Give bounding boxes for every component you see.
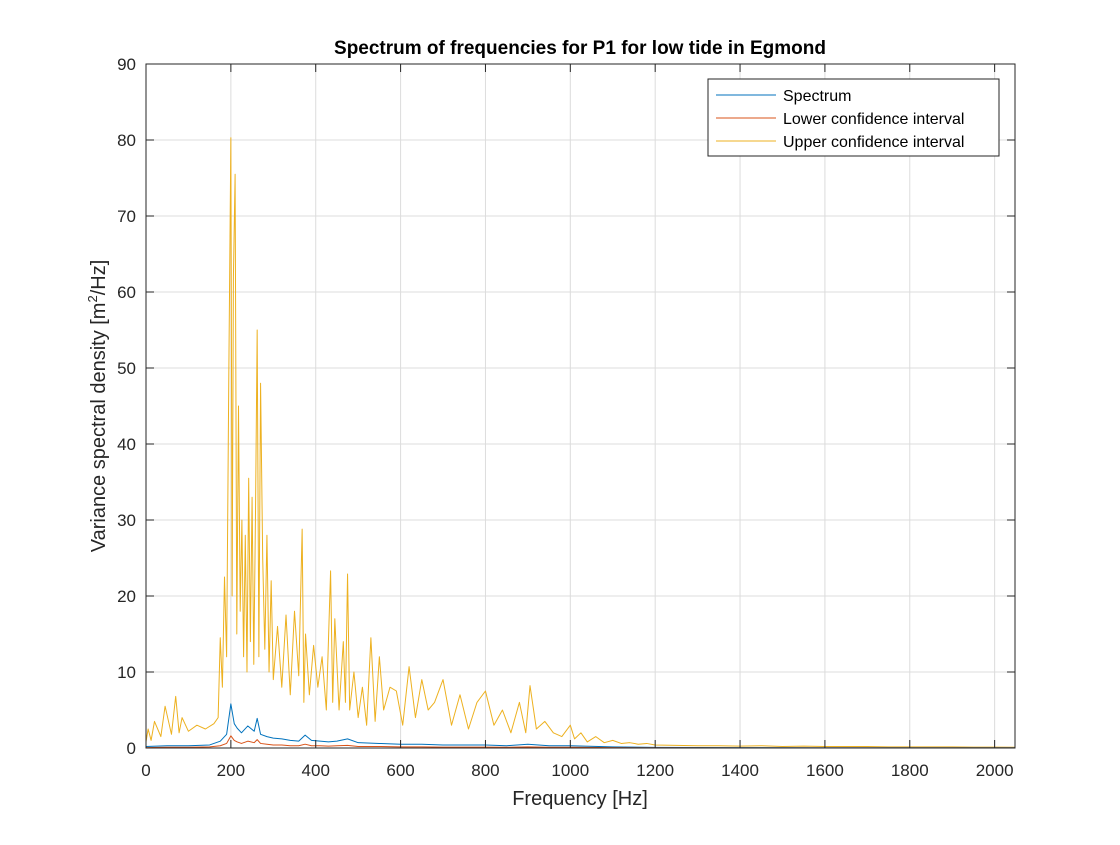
x-tick-label: 1000: [551, 761, 589, 780]
y-tick-label: 30: [117, 511, 136, 530]
y-tick-label: 70: [117, 207, 136, 226]
x-tick-label: 1400: [721, 761, 759, 780]
x-tick-labels: 0 200 400 600 800 1000 1200 1400 1600 1800 2000: [141, 761, 1013, 780]
x-tick-label: 200: [217, 761, 245, 780]
y-tick-label: 0: [127, 739, 136, 758]
y-tick-label: 20: [117, 587, 136, 606]
plot-area: [146, 64, 1015, 748]
x-tick-label: 1200: [636, 761, 674, 780]
y-axis-title: Variance spectral density [m2/Hz]: [85, 260, 110, 553]
x-tick-label: 1600: [806, 761, 844, 780]
x-tick-label: 1800: [891, 761, 929, 780]
y-axis-title-tail: /Hz]: [88, 260, 110, 296]
y-tick-label: 40: [117, 435, 136, 454]
legend-label-spectrum: Spectrum: [783, 88, 851, 105]
y-tick-label: 10: [117, 663, 136, 682]
tick-marks: [145, 63, 1015, 749]
x-tick-label: 600: [386, 761, 414, 780]
y-tick-label: 80: [117, 131, 136, 150]
y-axis-title-main: Variance spectral density [m: [88, 303, 110, 553]
plot-frame: [145, 63, 1016, 749]
y-tick-labels: 0 10 20 30 40 50 60 70 80 90: [117, 55, 136, 758]
x-tick-label: 800: [471, 761, 499, 780]
series-line-upper-confidence-interval: [145, 137, 1016, 748]
x-tick-label: 400: [302, 761, 330, 780]
x-tick-label: 2000: [976, 761, 1014, 780]
x-tick-label: 0: [141, 761, 150, 780]
y-tick-label: 50: [117, 359, 136, 378]
y-axis-title-superscript: 2: [85, 295, 100, 302]
y-tick-label: 60: [117, 283, 136, 302]
legend-label-lower-ci: Lower confidence interval: [783, 111, 964, 128]
chart-title: Spectrum of frequencies for P1 for low t…: [334, 38, 826, 59]
y-tick-label: 90: [117, 55, 136, 74]
x-axis-title: Frequency [Hz]: [512, 788, 648, 810]
legend-label-upper-ci: Upper confidence interval: [783, 134, 964, 151]
legend: Spectrum Lower confidence interval Upper…: [707, 78, 1000, 157]
